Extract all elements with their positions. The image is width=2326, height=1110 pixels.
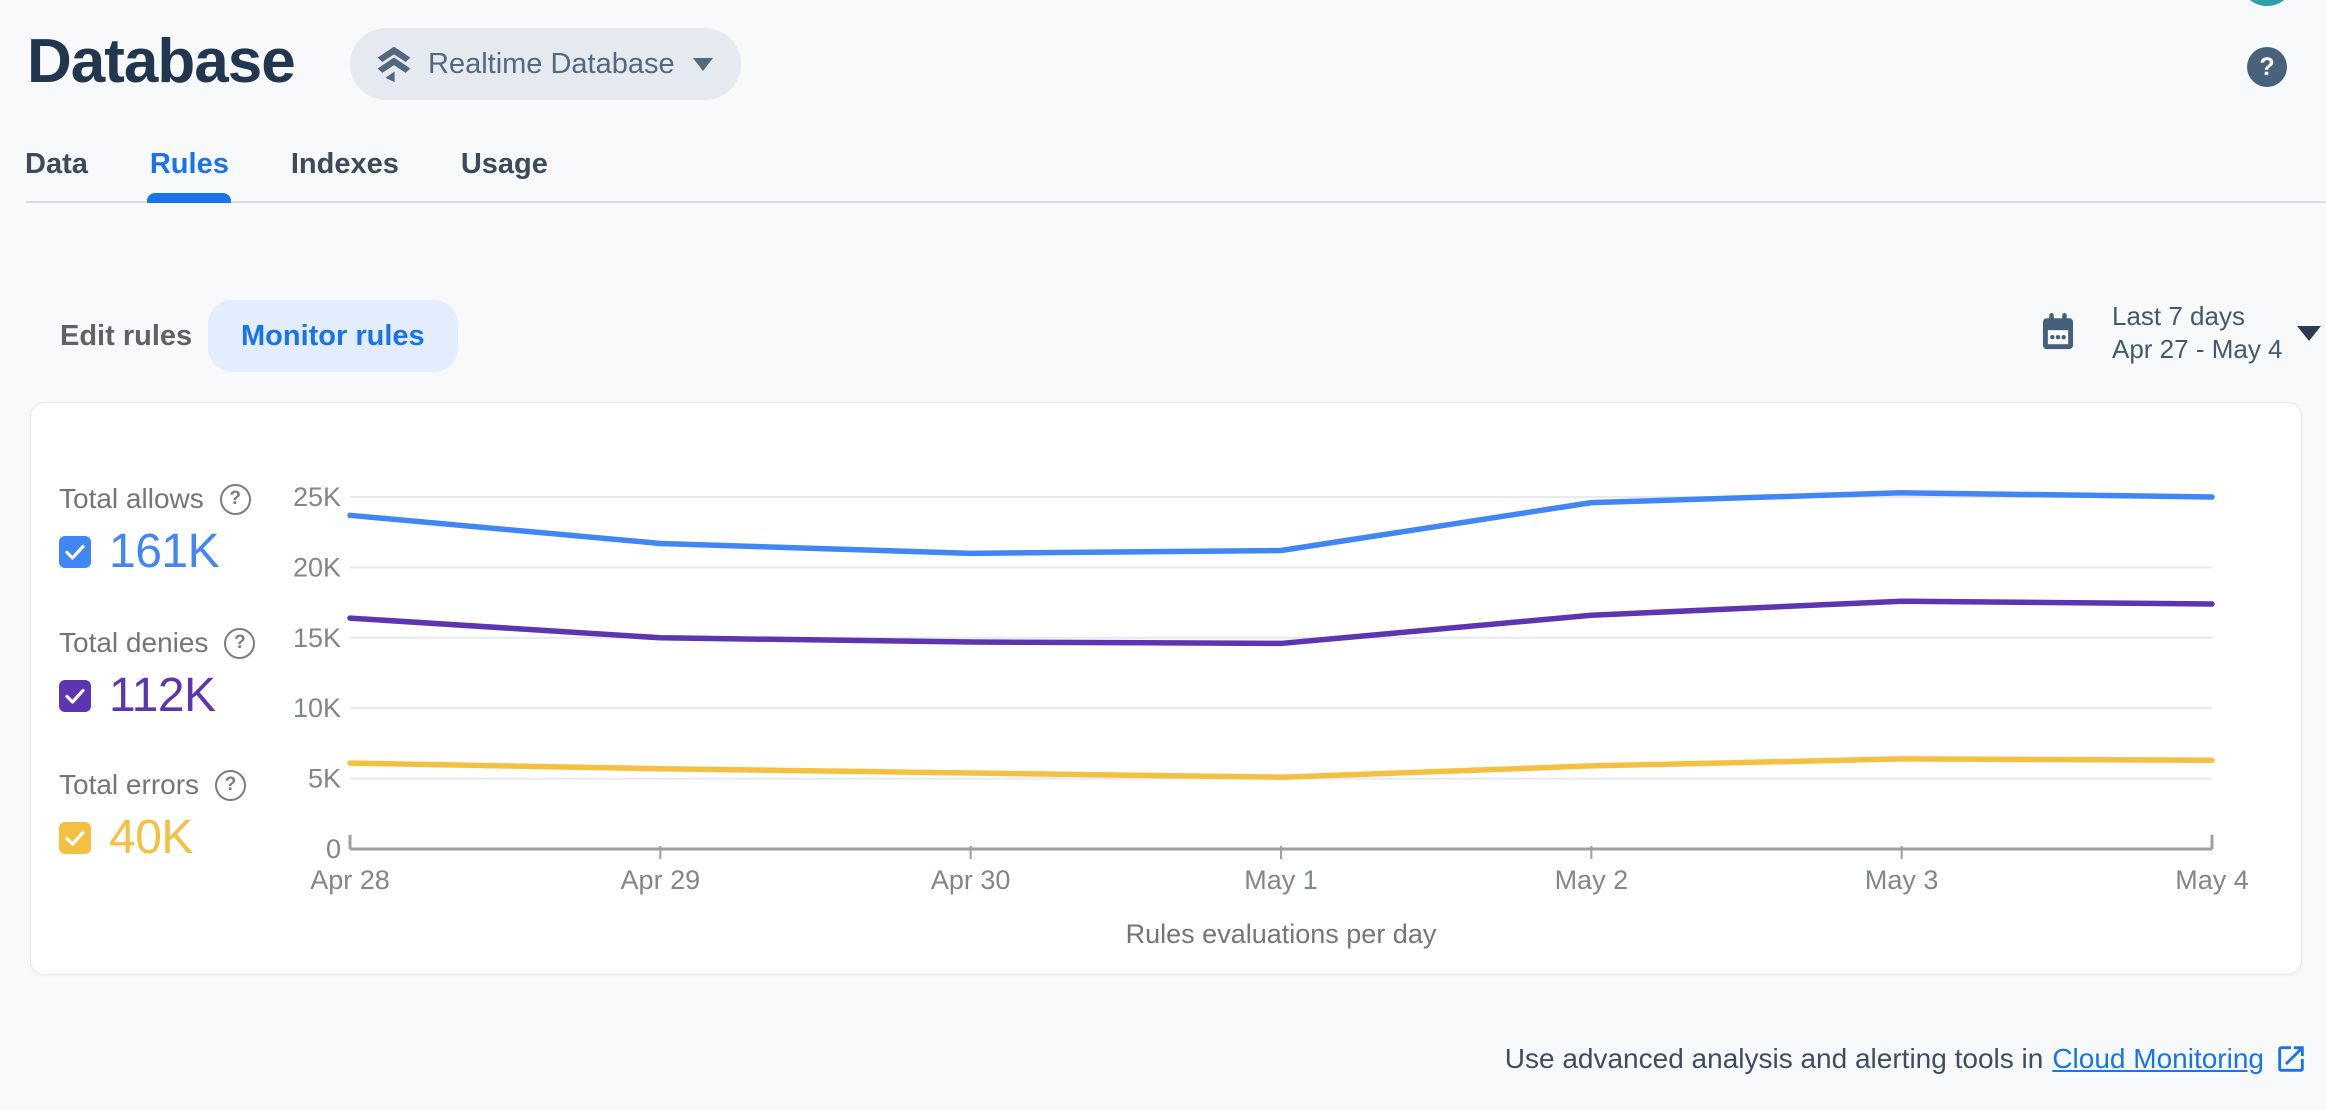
edit-rules-button[interactable]: Edit rules [60, 300, 192, 372]
date-range-preset: Last 7 days [2112, 301, 2245, 331]
svg-text:Apr 30: Apr 30 [931, 865, 1011, 895]
chevron-down-icon [692, 57, 713, 71]
svg-text:May 2: May 2 [1555, 865, 1629, 895]
calendar-icon [2042, 313, 2074, 350]
svg-text:25K: 25K [293, 482, 341, 512]
tab-bar: Data Rules Indexes Usage [25, 148, 548, 181]
help-icon[interactable]: ? [224, 627, 256, 659]
denies-checkbox[interactable] [59, 679, 91, 712]
svg-text:5K: 5K [308, 764, 341, 794]
tab-indexes[interactable]: Indexes [290, 148, 399, 180]
date-range-dates: Apr 27 - May 4 [2112, 334, 2283, 364]
svg-text:May 4: May 4 [2175, 865, 2249, 895]
checkmark-icon [65, 688, 85, 704]
product-selector-dropdown[interactable]: Realtime Database [350, 28, 741, 100]
stat-value: 161K [109, 525, 220, 578]
svg-text:May 1: May 1 [1244, 865, 1318, 895]
errors-checkbox[interactable] [59, 821, 91, 854]
checkmark-icon [65, 830, 85, 846]
stat-total-allows: Total allows ? 161K [59, 483, 251, 579]
svg-text:15K: 15K [293, 623, 341, 653]
help-button[interactable]: ? [2247, 47, 2287, 87]
rules-evaluations-chart: 0 5K 10K 15K 20K 25K Apr 28 Apr 29 Apr 30 May 1 Ma… [293, 482, 2249, 949]
svg-text:0: 0 [326, 834, 341, 864]
footer-note: Use advanced analysis and alerting tools… [1505, 1042, 2308, 1076]
svg-text:Apr 29: Apr 29 [621, 865, 701, 895]
allows-checkbox[interactable] [59, 535, 91, 568]
cloud-monitoring-link[interactable]: Cloud Monitoring [2052, 1043, 2264, 1074]
realtime-database-icon [377, 46, 411, 83]
avatar[interactable] [2239, 0, 2295, 6]
chevron-down-icon [2296, 325, 2321, 341]
stat-label: Total errors [59, 769, 200, 800]
svg-text:Apr 28: Apr 28 [310, 865, 390, 895]
stat-label: Total denies [59, 627, 209, 658]
monitor-rules-card: Total allows ? 161K Total denies ? 112K [30, 402, 2302, 975]
stat-value: 112K [109, 669, 216, 722]
tab-data[interactable]: Data [25, 148, 88, 180]
tab-rules[interactable]: Rules [149, 148, 229, 180]
help-icon[interactable]: ? [219, 483, 251, 515]
question-mark-icon: ? [2259, 52, 2275, 81]
svg-text:10K: 10K [293, 693, 341, 723]
tab-usage[interactable]: Usage [460, 148, 548, 180]
page-title: Database [27, 27, 296, 96]
date-range-selector[interactable]: Last 7 days Apr 27 - May 4 [2037, 300, 2321, 366]
stat-label: Total allows [59, 483, 204, 514]
external-link-icon [2278, 1046, 2304, 1072]
stat-total-errors: Total errors ? 40K [59, 769, 247, 865]
svg-text:20K: 20K [293, 552, 341, 582]
monitor-rules-button[interactable]: Monitor rules [208, 300, 458, 372]
stat-total-denies: Total denies ? 112K [59, 627, 256, 723]
tab-divider [26, 201, 2326, 203]
svg-text:May 3: May 3 [1865, 865, 1939, 895]
stat-value: 40K [109, 811, 193, 864]
product-selector-label: Realtime Database [428, 47, 675, 80]
checkmark-icon [65, 544, 85, 560]
help-icon[interactable]: ? [215, 769, 247, 801]
active-tab-indicator [147, 193, 231, 203]
svg-text:Rules evaluations per day: Rules evaluations per day [1126, 919, 1437, 949]
footer-text: Use advanced analysis and alerting tools… [1504, 1043, 2044, 1074]
